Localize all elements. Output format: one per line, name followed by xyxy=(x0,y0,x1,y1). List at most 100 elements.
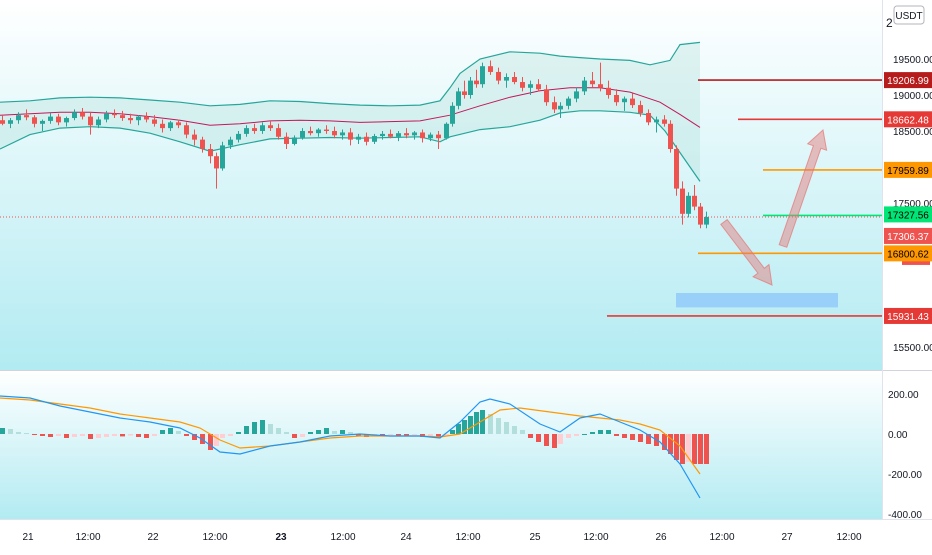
macd-histogram-bar xyxy=(0,428,5,434)
candles xyxy=(0,60,709,229)
price-level-label-text: 19206.99 xyxy=(887,76,929,87)
macd-axis-tick: -400.00 xyxy=(888,510,922,521)
candle-body xyxy=(574,91,579,99)
candle-body xyxy=(698,206,703,225)
candle xyxy=(152,115,157,127)
macd-histogram-bar xyxy=(96,434,101,438)
macd-histogram-bar xyxy=(244,426,249,434)
candle xyxy=(96,116,101,129)
macd-histogram-bar xyxy=(638,434,643,442)
macd-histogram-bar xyxy=(64,434,69,438)
macd-histogram-bar xyxy=(574,434,579,436)
candle-body xyxy=(396,133,401,137)
candle-body xyxy=(654,119,659,123)
macd-histogram-bar xyxy=(520,430,525,434)
macd-histogram-bar xyxy=(662,434,667,450)
bollinger-fill xyxy=(0,42,700,182)
candle xyxy=(104,110,109,123)
candle-body xyxy=(450,105,455,124)
axes: 19500.00 19000.00 18500.00 17500.00 15500.00… xyxy=(22,55,932,543)
candle-body xyxy=(614,95,619,103)
candle-body xyxy=(356,136,361,140)
candle xyxy=(566,96,571,110)
candle-body xyxy=(160,123,165,129)
candle xyxy=(558,102,563,119)
macd-histogram-bar xyxy=(388,434,393,435)
bollinger-lower-line xyxy=(0,110,701,182)
candle-body xyxy=(388,133,393,137)
macd-histogram-bar xyxy=(120,434,125,437)
macd-histogram-bar xyxy=(80,434,85,436)
macd-histogram-bar xyxy=(474,412,479,434)
candle xyxy=(40,119,45,131)
macd-axis-tick: 0.00 xyxy=(888,430,908,441)
candle xyxy=(388,129,393,139)
macd-histogram-bar xyxy=(450,430,455,434)
candle xyxy=(504,73,509,88)
candle xyxy=(674,145,679,196)
price-level-label: 17306.37 xyxy=(884,227,932,244)
candle xyxy=(252,123,257,134)
candle-body xyxy=(32,117,37,124)
price-level-label-text: 17959.89 xyxy=(887,166,929,177)
candle xyxy=(184,122,189,139)
candle-body xyxy=(468,80,473,95)
candle xyxy=(292,135,297,146)
candle-body xyxy=(332,131,337,136)
candle-body xyxy=(528,84,533,88)
price-axis-tick: 17500.00 xyxy=(893,199,932,210)
candle-body xyxy=(444,123,449,139)
candle xyxy=(622,96,627,111)
candle-body xyxy=(284,136,289,144)
price-level-label-bg xyxy=(884,111,932,128)
candle-body xyxy=(662,119,667,124)
candle xyxy=(276,123,281,140)
candle xyxy=(488,60,493,75)
candle xyxy=(308,126,313,136)
time-axis-tick: 12:00 xyxy=(330,532,355,543)
macd-histogram-bar xyxy=(622,434,627,438)
candle xyxy=(332,126,337,139)
arrow-shape xyxy=(720,218,773,286)
macd-histogram-bar xyxy=(112,434,117,436)
candle-body xyxy=(48,116,53,121)
currency-badge[interactable]: USDT xyxy=(893,5,925,25)
candle-body xyxy=(88,116,93,126)
price-level-label-bg xyxy=(884,227,932,244)
candle xyxy=(536,79,541,92)
macd-histogram-bar xyxy=(252,422,257,434)
candle-body xyxy=(268,125,273,129)
time-axis-tick: 12:00 xyxy=(836,532,861,543)
candle-body xyxy=(340,132,345,136)
candle-body xyxy=(380,133,385,137)
macd-histogram-bar xyxy=(152,434,157,436)
candle-body xyxy=(214,156,219,169)
candle-body xyxy=(112,113,117,116)
candle-body xyxy=(168,122,173,129)
candle xyxy=(436,131,441,149)
price-level-label: 19206.99 xyxy=(884,72,932,89)
candle-body xyxy=(56,116,61,123)
macd-histogram-bar xyxy=(420,434,425,437)
candle-body xyxy=(520,82,525,88)
macd-histogram-bar xyxy=(104,434,109,437)
macd-histogram-bar xyxy=(160,430,165,434)
candle xyxy=(236,131,241,143)
candle xyxy=(468,77,473,99)
candle xyxy=(48,113,53,124)
candle xyxy=(284,132,289,149)
candle xyxy=(630,93,635,108)
macd-histogram-bar xyxy=(292,434,297,438)
candle xyxy=(220,141,225,171)
candle-body xyxy=(582,80,587,92)
macd-indicator xyxy=(0,395,709,499)
candle xyxy=(144,112,149,123)
candle xyxy=(72,109,77,121)
candle-body xyxy=(474,80,479,85)
macd-histogram-bar xyxy=(40,434,45,436)
candle xyxy=(80,107,85,120)
macd-histogram-bar xyxy=(606,430,611,434)
candle-body xyxy=(404,133,409,136)
candle-body xyxy=(260,125,265,131)
candle-body xyxy=(552,102,557,110)
